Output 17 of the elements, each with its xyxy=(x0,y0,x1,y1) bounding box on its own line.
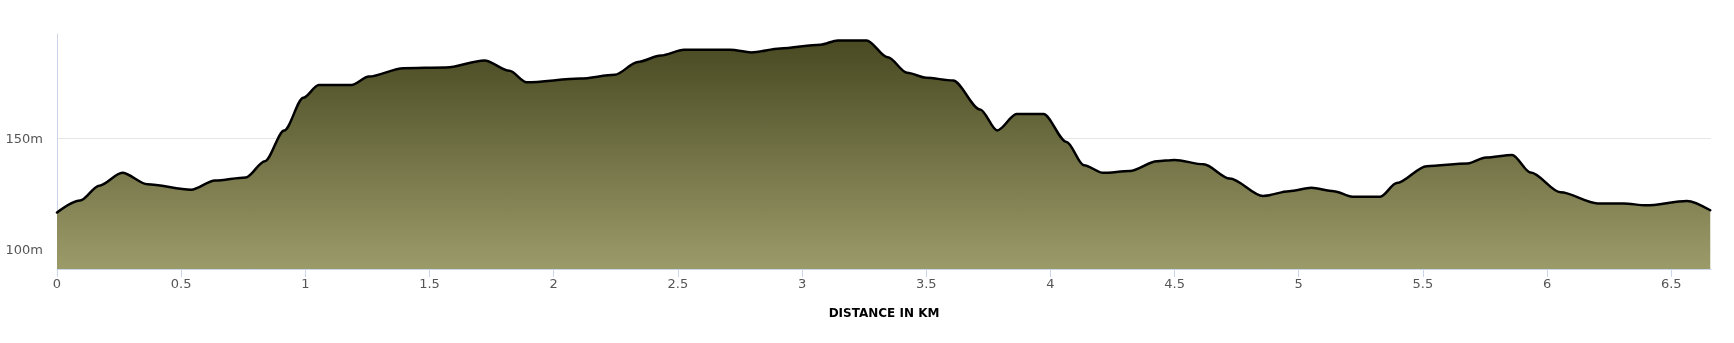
x-tick-label: 2.5 xyxy=(667,276,689,291)
x-tick-label: 0.5 xyxy=(170,276,192,291)
x-tick-label: 5.5 xyxy=(1412,276,1434,291)
x-tick-label: 2 xyxy=(549,276,558,291)
x-tick-label: 0 xyxy=(52,276,62,291)
x-tick-label: 4.5 xyxy=(1164,276,1185,291)
x-tick-label: 6 xyxy=(1542,276,1552,291)
x-axis-title: DISTANCE IN KM xyxy=(828,306,940,320)
x-tick-label: 6.5 xyxy=(1660,276,1682,291)
x-tick-label: 4 xyxy=(1046,276,1055,291)
x-tick-label: 3.5 xyxy=(915,276,937,291)
y-tick-label: 150m xyxy=(5,130,43,146)
x-tick-label: 1 xyxy=(301,276,310,291)
y-tick-label: 100m xyxy=(5,241,43,257)
x-tick-label: 1.5 xyxy=(419,276,440,291)
x-tick-label: 5 xyxy=(1294,276,1303,291)
x-tick-label: 3 xyxy=(797,276,807,291)
